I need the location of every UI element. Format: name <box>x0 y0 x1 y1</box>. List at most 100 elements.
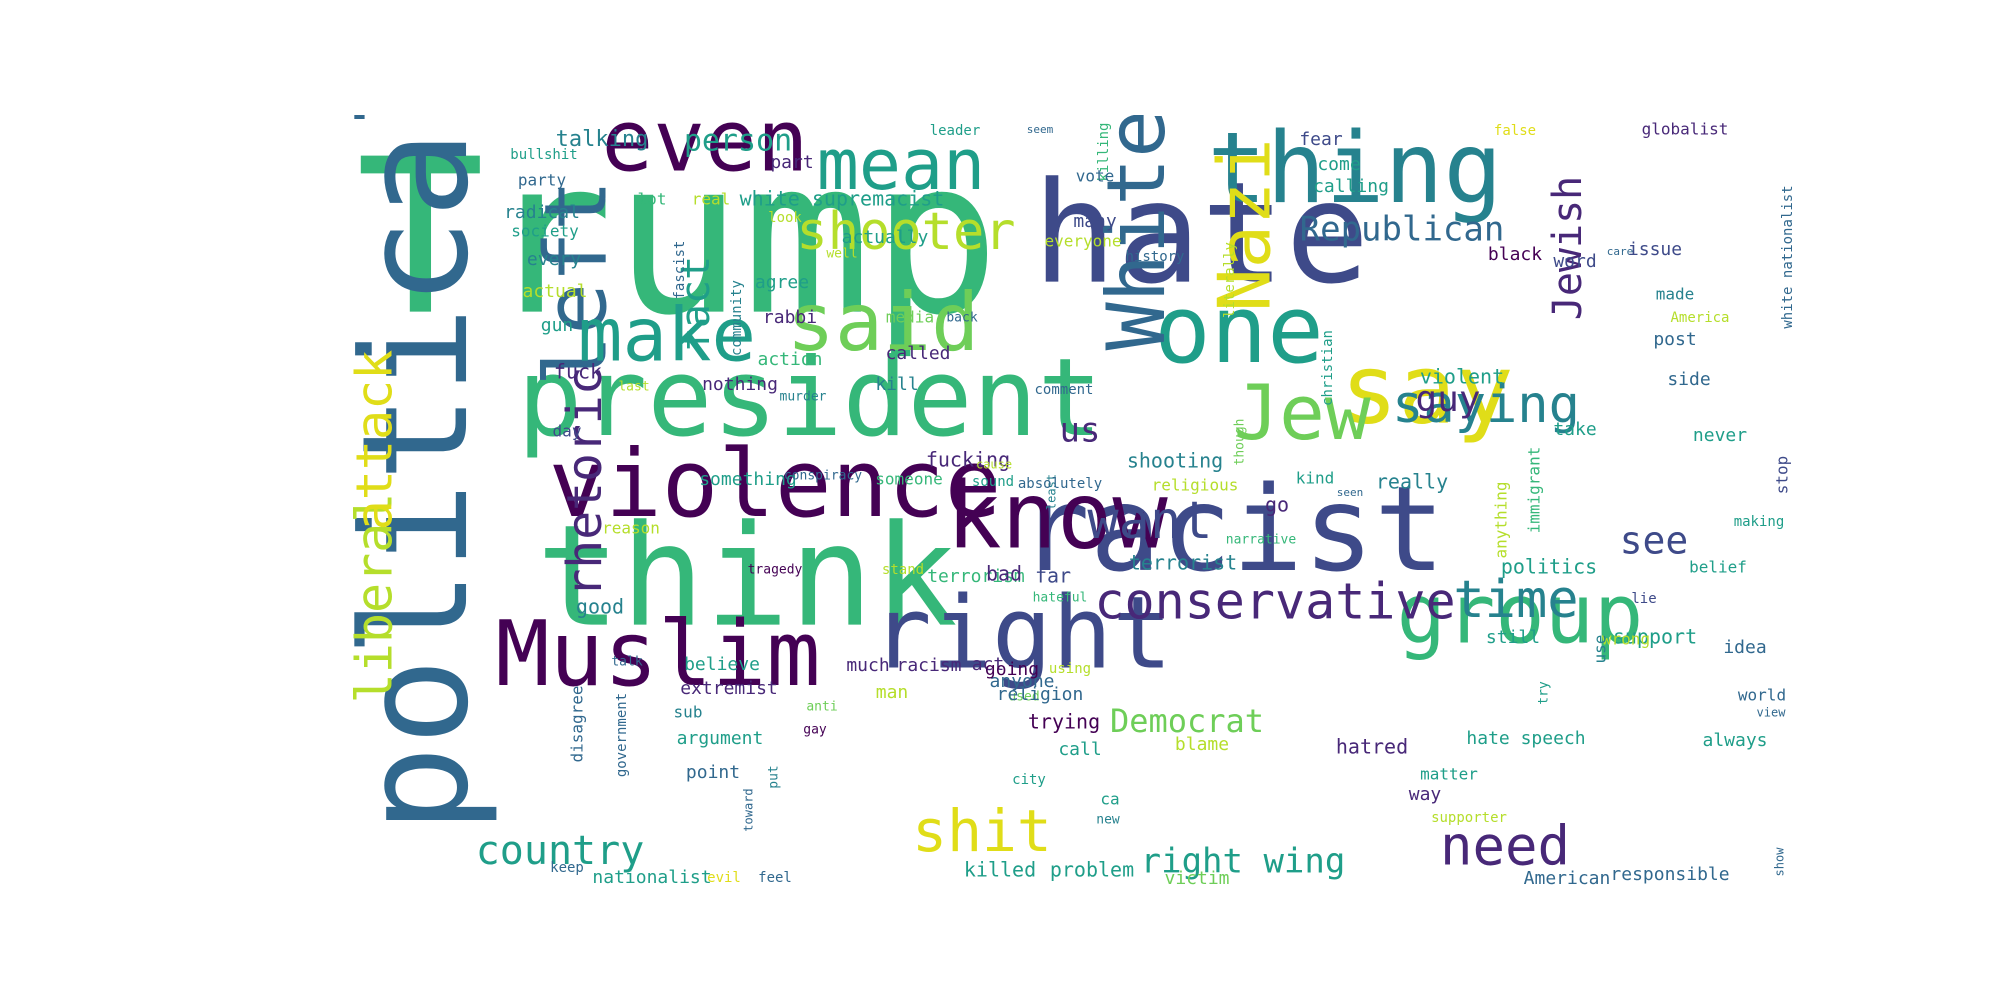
word-right-wing: right wing <box>1141 842 1346 882</box>
word-shooter: shooter <box>796 202 1015 262</box>
word-lot: lot <box>638 190 667 209</box>
word-believe: believe <box>684 654 760 675</box>
word-need: need <box>1440 815 1570 878</box>
word-actual: actual <box>522 281 587 302</box>
word-jew: Jew <box>1233 368 1371 457</box>
word-post: post <box>1653 329 1696 350</box>
word-go: go <box>1265 493 1289 517</box>
word-try: try <box>1537 681 1552 705</box>
word-new: new <box>1096 813 1120 828</box>
word-hate-speech: hate speech <box>1466 728 1585 749</box>
word-leader: leader <box>930 123 981 139</box>
word-left: left <box>526 179 626 386</box>
word-gay: gay <box>803 723 827 738</box>
word-republican: Republican <box>1300 210 1505 250</box>
word-come: come <box>1317 154 1360 175</box>
word-stand: stand <box>882 562 924 578</box>
word-country: country <box>476 828 645 874</box>
word-kind: kind <box>1296 469 1335 488</box>
word-media: media <box>886 308 934 327</box>
word-act: act <box>972 654 1005 675</box>
word-narrative: narrative <box>1226 533 1297 548</box>
word-using: using <box>1049 661 1091 677</box>
word-wrong: wrong <box>1602 630 1650 649</box>
word-least: least <box>1045 474 1059 510</box>
word-making: making <box>1734 514 1785 530</box>
word-victim: victim <box>1164 868 1229 885</box>
word-liberal: liberal <box>346 493 404 704</box>
word-always: always <box>1702 730 1767 751</box>
word-issue: issue <box>1628 239 1682 260</box>
word-american: American <box>1524 868 1611 885</box>
word-good: good <box>576 595 624 619</box>
word-fact: fact <box>673 256 719 352</box>
word-shit: shit <box>912 797 1052 865</box>
word-going: going <box>985 659 1039 680</box>
word-anyone: anyone <box>989 671 1054 692</box>
word-show: show <box>1773 847 1787 877</box>
word-rabbi: rabbi <box>763 307 817 328</box>
word-politics: politics <box>1501 555 1597 579</box>
word-view: view <box>1757 706 1787 720</box>
word-black: black <box>1488 244 1542 265</box>
word-every: every <box>527 249 581 270</box>
word-lie: lie <box>1631 591 1656 607</box>
word-person: person <box>684 124 792 159</box>
word-far: far <box>1035 564 1071 588</box>
word-trying: trying <box>1028 710 1100 734</box>
word-talk: talk <box>611 655 642 670</box>
word-kill: kill <box>875 374 918 395</box>
word-used: used <box>1008 690 1039 705</box>
word-sound: sound <box>972 474 1014 490</box>
word-say: say <box>1340 333 1513 445</box>
word-everyone: everyone <box>1044 232 1121 251</box>
word-anything: anything <box>1492 481 1511 558</box>
word-literally: literally <box>1222 242 1238 318</box>
word-said: said <box>787 276 980 369</box>
word-evil: evil <box>707 870 741 885</box>
word-jewish: Jewish <box>1545 176 1591 321</box>
word-anti: anti <box>806 700 837 715</box>
word-one: one <box>1154 276 1324 385</box>
word-hate: hate <box>1032 153 1369 316</box>
word-responsible: responsible <box>1610 864 1729 885</box>
word-white-nationalist: white nationalist <box>1780 185 1792 328</box>
word-take: take <box>1553 419 1596 440</box>
word-community: community <box>729 280 745 356</box>
word-calling: calling <box>1313 176 1389 197</box>
word-well: well <box>826 247 857 262</box>
word-disagree: disagree <box>568 685 587 762</box>
word-mean: mean <box>817 124 986 206</box>
word-man: man <box>876 682 909 703</box>
word-democrat: Democrat <box>1110 702 1264 740</box>
word-cloud: Trump political hate think president racist vi… <box>256 115 1792 885</box>
word-agree: agree <box>755 272 809 293</box>
word-government: government <box>614 693 630 777</box>
word-nazi: Nazi <box>1203 138 1287 311</box>
word-real: real <box>692 190 731 209</box>
word-hateful: hateful <box>1033 591 1088 606</box>
word-call: call <box>1058 739 1101 760</box>
word-fuck: fuck <box>554 360 602 384</box>
word-hatred: hatred <box>1336 735 1408 759</box>
word-though: though <box>1233 419 1248 466</box>
word-something: something <box>699 469 797 490</box>
word-group: group <box>1397 567 1644 662</box>
word-nothing: nothing <box>702 374 778 395</box>
word-toward: toward <box>742 788 756 831</box>
word-world: world <box>1738 686 1786 705</box>
word-thing: thing <box>1207 115 1502 226</box>
word-nationalist: nationalist <box>592 867 711 885</box>
word-stop: stop <box>1773 456 1792 495</box>
word-killed: killed <box>964 858 1036 882</box>
word-much: much <box>846 655 889 676</box>
word-ca: ca <box>1100 790 1119 809</box>
word-murder: murder <box>780 390 827 405</box>
word-someone: someone <box>875 470 942 489</box>
word-religious: religious <box>1152 476 1239 495</box>
word-made: made <box>1656 285 1695 304</box>
word-keep: keep <box>550 860 584 876</box>
word-want: want <box>1087 491 1212 551</box>
word-saying: saying <box>1392 375 1580 435</box>
word-attack: attack <box>346 350 404 531</box>
